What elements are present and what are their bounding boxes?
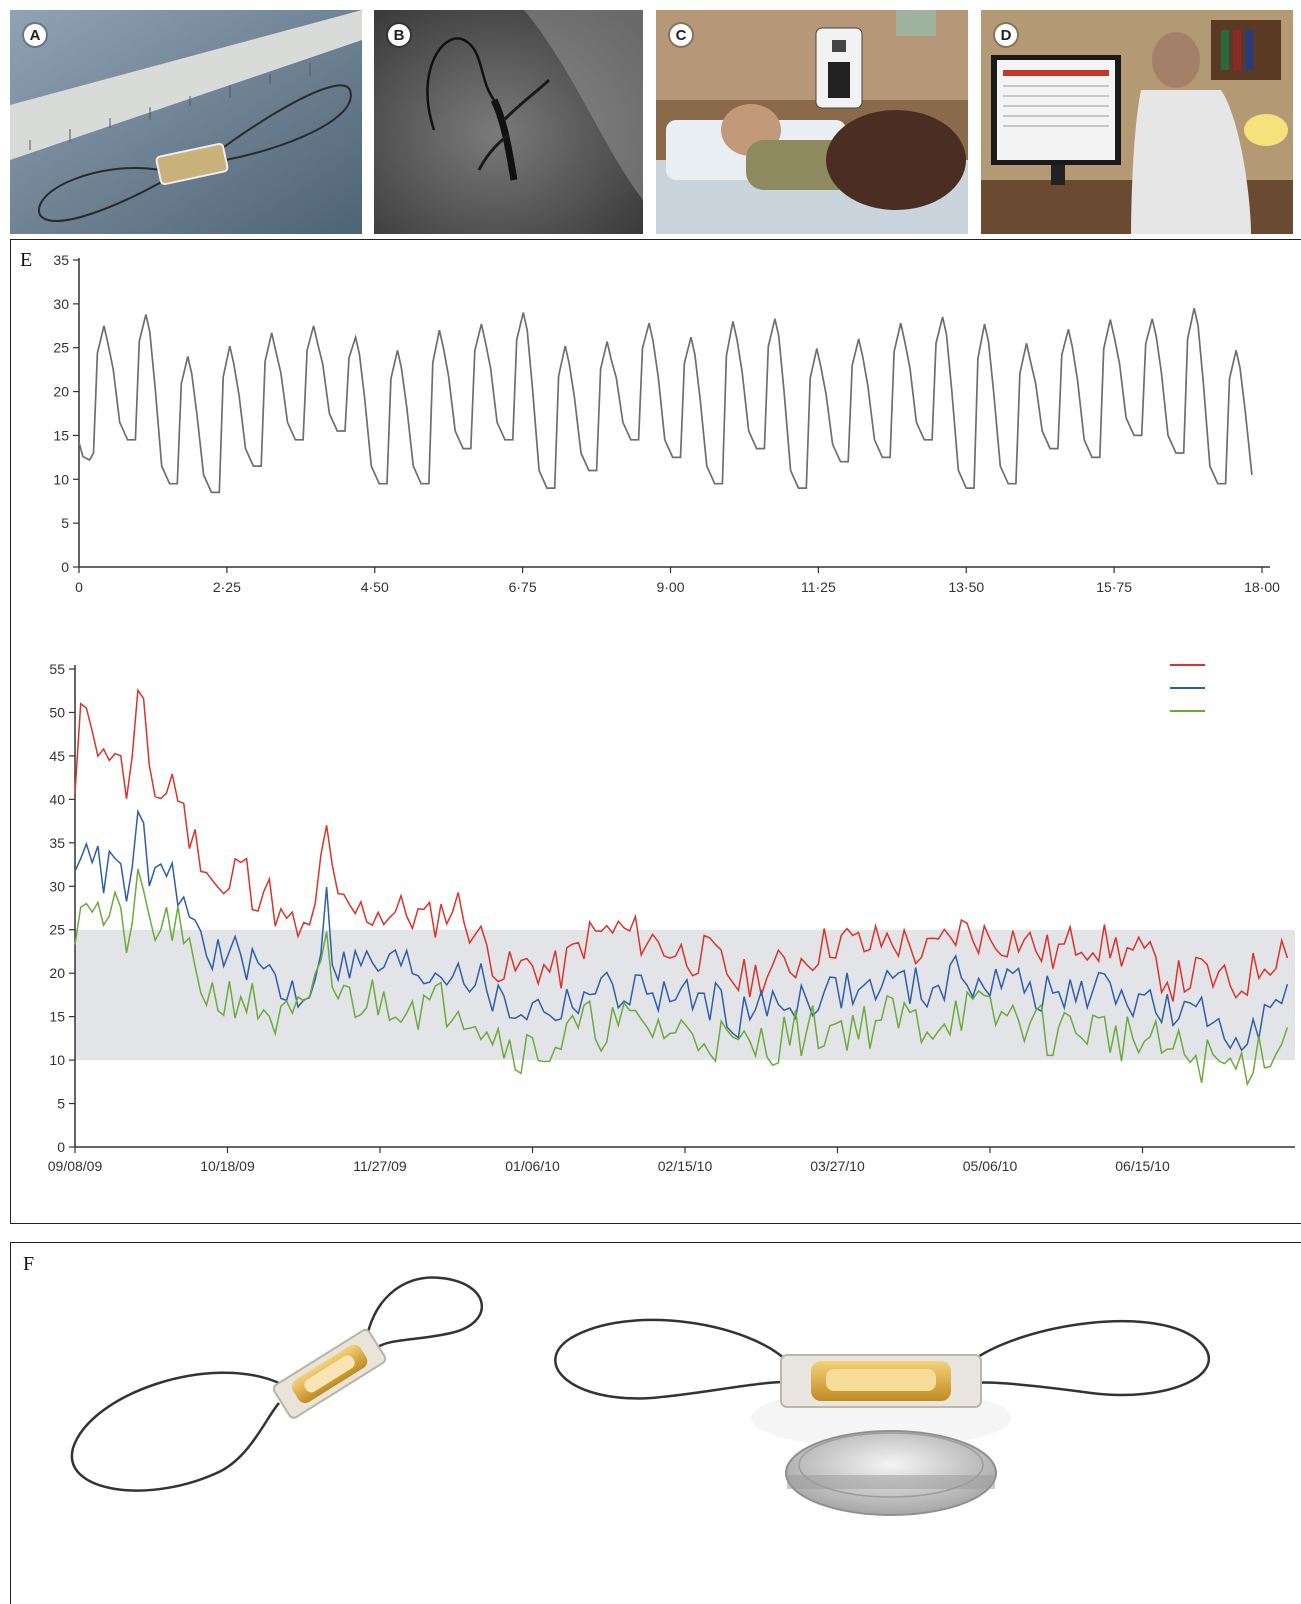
mean-line [74, 808, 1289, 1052]
photo-panel-b: B [374, 10, 643, 234]
panel-e-label: E [20, 249, 33, 271]
photo-panel-c: C [656, 10, 968, 234]
photo-panel-a: A [10, 10, 362, 234]
x-tick-label: 01/06/10 [505, 1158, 560, 1174]
x-tick-label: 4·50 [361, 579, 389, 595]
panel-d-badge: D [995, 24, 1017, 46]
y-tick-label: 25 [53, 340, 69, 356]
y-tick-label: 15 [49, 1009, 65, 1025]
x-tick-label: 9·00 [656, 579, 684, 595]
y-tick-label: 45 [49, 748, 65, 764]
y-tick-label: 0 [61, 559, 69, 575]
x-tick-label: 0 [75, 579, 83, 595]
y-tick-label: 35 [53, 252, 69, 268]
photo-panel-d: D [981, 10, 1293, 234]
x-tick-label: 15·75 [1096, 579, 1132, 595]
y-tick-label: 10 [49, 1052, 65, 1068]
x-tick-label: 03/27/10 [810, 1158, 865, 1174]
sensor-device-illustration [70, 1276, 1210, 1516]
panel-a-badge: A [24, 24, 46, 46]
y-tick-label: 40 [49, 791, 65, 807]
sensor-ruler-illustration [10, 10, 362, 234]
x-tick-label: 05/06/10 [963, 1158, 1018, 1174]
clinician-monitor-illustration [981, 10, 1293, 234]
waveform-chart: 0 5 10 15 20 25 30 35 0 2·25 4·50 6·75 9·00 11·25 13·5… [53, 252, 1280, 595]
y-tick-label: 5 [61, 515, 69, 531]
y-tick-label: 35 [49, 835, 65, 851]
x-tick-label: 18·00 [1244, 579, 1280, 595]
x-tick-label: 06/15/10 [1115, 1158, 1170, 1174]
y-tick-label: 5 [57, 1096, 65, 1112]
x-tick-label: 2·25 [213, 579, 241, 595]
x-tick-label: 6·75 [509, 579, 537, 595]
systolic-line [74, 688, 1289, 1002]
panel-c-badge: C [670, 24, 692, 46]
y-tick-label: 30 [53, 296, 69, 312]
x-tick-label: 13·50 [948, 579, 984, 595]
y-tick-label: 55 [49, 661, 65, 677]
patient-bedroom-illustration [656, 10, 968, 234]
y-tick-label: 10 [53, 471, 69, 487]
diastolic-line [74, 868, 1289, 1087]
panel-f-label: F [23, 1253, 35, 1275]
y-tick-label: 20 [49, 965, 65, 981]
x-tick-label: 09/08/09 [48, 1158, 103, 1174]
y-tick-label: 20 [53, 384, 69, 400]
x-tick-label: 11/27/09 [353, 1158, 407, 1174]
y-tick-label: 15 [53, 427, 69, 443]
pressure-waveform-line [78, 308, 1253, 494]
x-tick-label: 11·25 [801, 579, 836, 595]
panel-b-badge: B [388, 24, 410, 46]
y-tick-label: 0 [57, 1139, 65, 1155]
x-tick-label: 10/18/09 [200, 1158, 255, 1174]
y-tick-label: 25 [49, 922, 65, 938]
x-tick-label: 02/15/10 [658, 1158, 713, 1174]
y-tick-label: 30 [49, 878, 65, 894]
y-tick-label: 50 [49, 704, 65, 720]
angiogram-illustration [374, 10, 643, 234]
panel-f: F [10, 1242, 1301, 1604]
trend-chart: 0 5 10 15 20 25 30 35 40 45 50 55 09/08/09 10/18/09 11… [48, 661, 1295, 1174]
